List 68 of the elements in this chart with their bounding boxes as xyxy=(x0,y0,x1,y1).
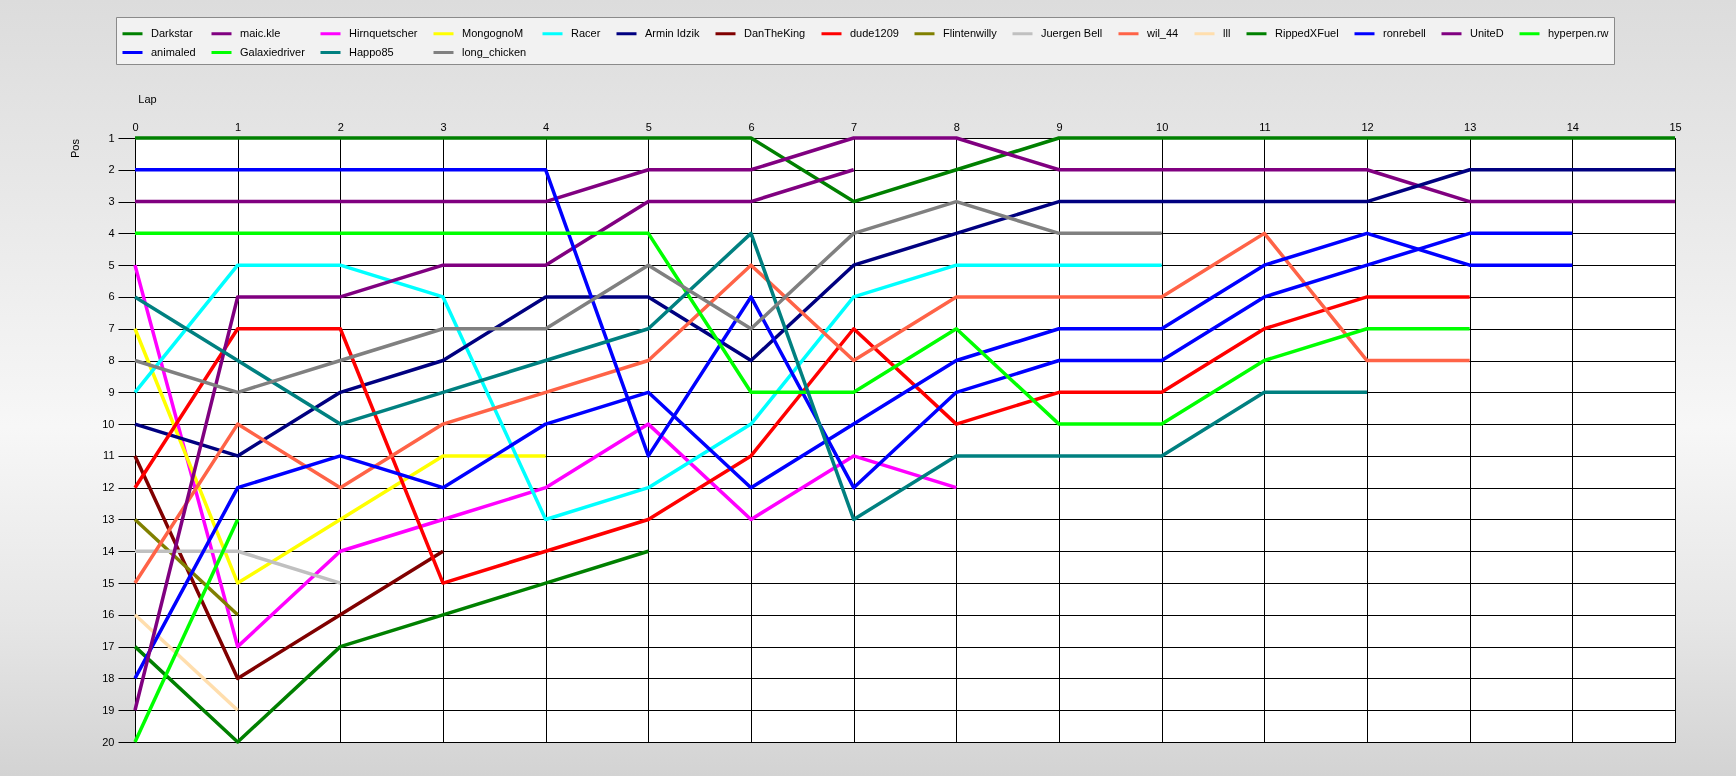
legend-label: dude1209 xyxy=(850,26,899,39)
x-tick-label: 15 xyxy=(1669,120,1682,133)
line-series xyxy=(133,263,1164,522)
x-tick-label: 5 xyxy=(645,120,652,133)
y-tick-label: 16 xyxy=(102,608,115,621)
legend-label: animaled xyxy=(151,45,196,58)
y-tick-label: 14 xyxy=(102,544,115,557)
x-tick-label: 14 xyxy=(1566,120,1579,133)
y-tick-label: 11 xyxy=(103,449,115,462)
y-tick-label: 3 xyxy=(108,195,115,208)
x-tick-label: 12 xyxy=(1361,120,1374,133)
y-tick-label: 4 xyxy=(108,226,115,239)
y-tick-label: 10 xyxy=(102,417,115,430)
legend-label: ronrebell xyxy=(1383,26,1426,39)
legend-label: long_chicken xyxy=(462,45,527,58)
line-series xyxy=(133,326,548,585)
line-series xyxy=(133,454,445,681)
y-tick-label: 15 xyxy=(102,576,115,589)
y-tick-label: 19 xyxy=(102,703,115,716)
x-tick-label: 7 xyxy=(851,120,858,133)
y-tick-label: 12 xyxy=(102,481,115,494)
x-tick-label: 0 xyxy=(132,120,139,133)
y-tick-label: 13 xyxy=(102,512,115,525)
legend-label: maic.kle xyxy=(240,26,281,39)
legend-label: Hirnquetscher xyxy=(349,26,418,39)
x-axis-title: Lap xyxy=(138,92,157,105)
line-series xyxy=(133,295,1472,585)
legend-label: DanTheKing xyxy=(744,26,806,39)
x-tick-label: 11 xyxy=(1259,120,1271,133)
x-tick-label: 10 xyxy=(1156,120,1169,133)
x-tick-label: 2 xyxy=(337,120,344,133)
x-tick-label: 3 xyxy=(440,120,447,133)
y-tick-label: 18 xyxy=(102,671,115,684)
legend-label: wil_44 xyxy=(1146,26,1179,39)
y-tick-label: 20 xyxy=(102,735,115,748)
line-series xyxy=(133,168,856,712)
x-tick-label: 9 xyxy=(1056,120,1063,133)
legend-label: RippedXFuel xyxy=(1275,26,1339,39)
legend-label: Flintenwilly xyxy=(943,26,998,39)
line-series xyxy=(133,231,1472,585)
line-series xyxy=(133,231,1369,522)
line-series xyxy=(133,549,651,744)
y-tick-label: 17 xyxy=(102,640,115,653)
y-tick-label: 9 xyxy=(108,385,115,398)
legend-label: Darkstar xyxy=(151,26,193,39)
legend-label: Galaxiedriver xyxy=(240,45,306,58)
x-tick-label: 8 xyxy=(953,120,960,133)
y-tick-label: 7 xyxy=(108,322,115,335)
legend-label: MongognoM xyxy=(462,26,524,39)
legend-label: hyperpen.rw xyxy=(1548,26,1609,39)
legend-label: Juergen Bell xyxy=(1041,26,1103,39)
legend-label: UniteD xyxy=(1470,26,1504,39)
legend-label: Happo85 xyxy=(349,45,394,58)
x-tick-label: 1 xyxy=(235,120,242,133)
legend-label: lll xyxy=(1223,26,1231,39)
legend-label: Armin Idzik xyxy=(645,26,700,39)
y-tick-label: 8 xyxy=(108,354,115,367)
legend-label: Racer xyxy=(571,26,601,39)
y-axis-title: Pos xyxy=(68,138,81,158)
x-tick-label: 6 xyxy=(748,120,755,133)
x-tick-label: 13 xyxy=(1464,120,1477,133)
y-tick-label: 5 xyxy=(108,258,115,271)
x-tick-label: 4 xyxy=(543,120,550,133)
line-series xyxy=(133,199,1164,395)
y-tick-label: 2 xyxy=(108,163,115,176)
y-tick-label: 6 xyxy=(108,290,115,303)
line-series xyxy=(133,231,1472,426)
y-tick-label: 1 xyxy=(108,131,115,144)
